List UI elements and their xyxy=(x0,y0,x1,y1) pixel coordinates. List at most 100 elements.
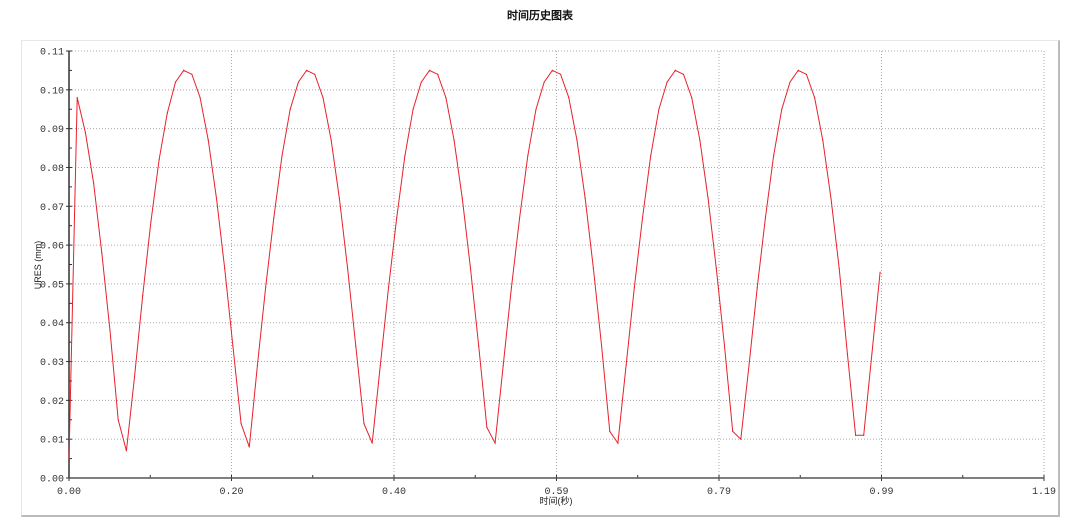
data-point xyxy=(314,73,316,75)
data-point xyxy=(68,457,70,460)
data-point xyxy=(125,450,127,452)
y-tick-label: 0.00 xyxy=(40,475,64,486)
data-point xyxy=(674,69,676,72)
data-point xyxy=(306,69,308,72)
data-point xyxy=(740,438,742,440)
data-point xyxy=(174,81,177,83)
data-point xyxy=(584,197,586,200)
series-line xyxy=(68,69,881,459)
data-point xyxy=(576,139,578,141)
data-point xyxy=(453,139,455,141)
data-point xyxy=(478,345,480,347)
data-point xyxy=(84,131,86,134)
data-point xyxy=(494,442,496,444)
data-point xyxy=(846,353,848,355)
data-point xyxy=(535,108,537,110)
x-tick-label: 0.99 xyxy=(869,487,893,498)
data-point xyxy=(101,252,103,254)
data-point xyxy=(109,329,111,332)
data-point xyxy=(150,221,152,223)
data-point xyxy=(117,419,119,421)
y-tick-label: 0.07 xyxy=(40,203,64,214)
data-point xyxy=(527,155,529,157)
data-point xyxy=(232,345,234,347)
y-tick-label: 0.08 xyxy=(40,164,64,175)
data-point xyxy=(207,139,209,141)
data-point xyxy=(330,139,332,141)
data-point xyxy=(543,81,545,83)
data-point xyxy=(559,73,562,75)
x-tick-label: 0.59 xyxy=(544,487,568,498)
data-point xyxy=(854,434,857,436)
y-tick-label: 0.09 xyxy=(40,125,64,136)
data-point xyxy=(355,345,357,347)
y-tick-label: 0.10 xyxy=(40,86,64,97)
data-point xyxy=(764,217,767,219)
data-point xyxy=(265,287,267,289)
y-tick-label: 0.06 xyxy=(40,242,64,253)
data-point xyxy=(658,108,660,110)
y-tick-label: 0.04 xyxy=(40,319,64,330)
data-point xyxy=(813,96,816,99)
data-point xyxy=(510,287,513,289)
data-point xyxy=(461,197,463,200)
chart-frame xyxy=(21,40,1060,517)
data-point xyxy=(371,442,373,444)
data-point xyxy=(830,197,832,200)
data-point xyxy=(420,81,422,83)
data-point xyxy=(396,217,398,219)
data-point xyxy=(715,267,717,269)
y-tick-label: 0.02 xyxy=(40,397,64,408)
x-tick-label: 0.20 xyxy=(219,487,243,498)
data-point xyxy=(732,430,734,433)
data-point xyxy=(412,108,414,110)
data-point xyxy=(600,345,603,347)
data-point xyxy=(248,446,250,448)
data-point xyxy=(609,430,611,433)
data-point xyxy=(215,197,218,200)
data-point xyxy=(822,139,824,141)
data-point xyxy=(486,426,488,429)
data-point xyxy=(592,267,594,269)
data-point xyxy=(789,81,791,83)
data-point xyxy=(445,96,447,99)
data-point xyxy=(338,197,340,200)
data-point xyxy=(224,267,226,269)
x-axis-label: 时间(秒) xyxy=(540,495,573,506)
data-point xyxy=(199,96,201,99)
data-point xyxy=(363,423,365,425)
data-point xyxy=(387,287,390,289)
data-point xyxy=(428,69,431,72)
data-point xyxy=(133,376,136,378)
data-point xyxy=(568,96,570,99)
y-tick-label: 0.05 xyxy=(40,280,64,291)
data-point xyxy=(76,96,78,99)
data-point xyxy=(691,96,693,99)
data-point xyxy=(773,155,775,157)
data-point xyxy=(191,73,193,75)
data-point xyxy=(281,155,283,157)
data-point xyxy=(379,364,381,367)
data-point xyxy=(666,81,668,83)
data-point xyxy=(256,364,259,367)
data-point xyxy=(519,217,521,219)
data-point xyxy=(625,364,627,367)
data-point xyxy=(346,267,349,269)
x-tick-label: 0.40 xyxy=(382,487,406,498)
data-point xyxy=(289,108,291,110)
chart-title: 时间历史图表 xyxy=(507,10,573,22)
data-point xyxy=(650,155,652,157)
data-point xyxy=(142,294,144,297)
data-point xyxy=(879,271,881,273)
data-point xyxy=(502,364,504,367)
data-point xyxy=(863,434,865,436)
data-point xyxy=(805,73,807,75)
x-tick-label: 0.79 xyxy=(707,487,731,498)
y-axis-label: URES (mm) xyxy=(33,241,43,290)
data-point xyxy=(469,267,472,269)
y-tick-label: 0.01 xyxy=(40,436,64,447)
data-point xyxy=(92,182,95,184)
data-point xyxy=(183,69,185,72)
data-point xyxy=(641,217,644,219)
